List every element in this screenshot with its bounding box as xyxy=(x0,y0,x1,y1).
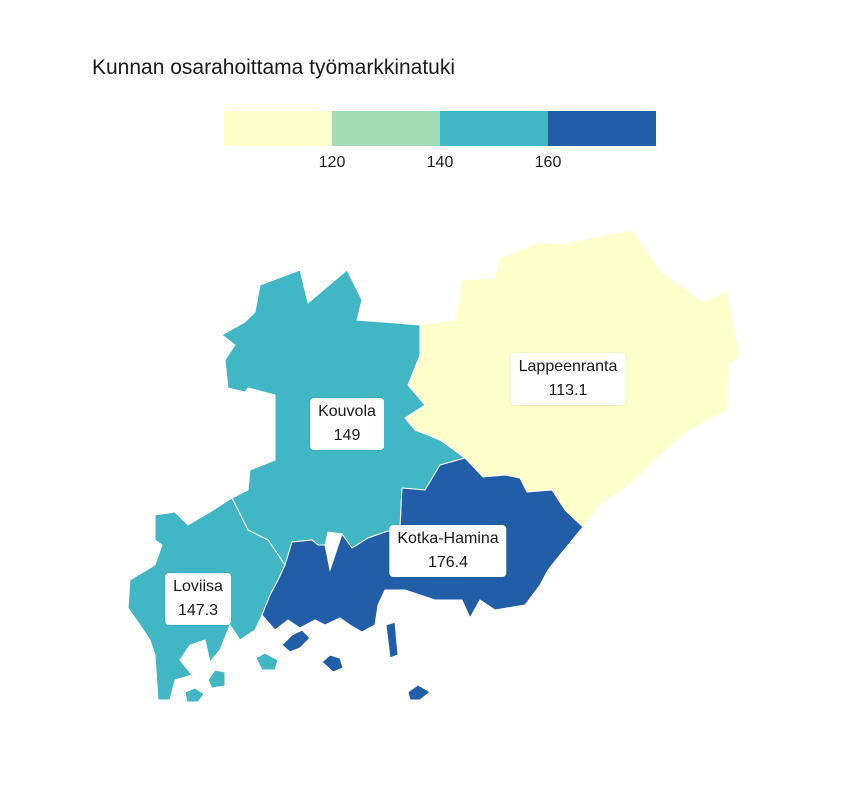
region-label-kotka-hamina-value: 176.4 xyxy=(427,554,469,571)
color-legend: 120 140 160 xyxy=(224,111,656,181)
region-label-loviisa-value: 147.3 xyxy=(177,602,219,619)
region-kotka-hamina-island-1 xyxy=(281,629,311,653)
legend-tick-140: 140 xyxy=(426,154,454,171)
region-kotka-hamina-island-2 xyxy=(321,654,344,673)
legend-swatch-4 xyxy=(548,111,656,146)
legend-swatch-2 xyxy=(332,111,440,146)
region-label-lappeenranta-name: Lappeenranta xyxy=(518,358,618,375)
region-loviisa-island-3 xyxy=(184,687,205,703)
region-label-kotka-hamina: Kotka-Hamina 176.4 xyxy=(389,525,507,577)
region-label-loviisa-name: Loviisa xyxy=(173,578,223,595)
chart-title: Kunnan osarahoittama työmarkkinatuki xyxy=(92,56,456,79)
region-label-kouvola: Kouvola 149 xyxy=(310,398,384,450)
legend-tick-160: 160 xyxy=(534,154,562,171)
region-label-loviisa: Loviisa 147.3 xyxy=(165,573,231,625)
region-label-lappeenranta-value: 113.1 xyxy=(548,382,588,399)
region-label-lappeenranta: Lappeenranta 113.1 xyxy=(510,353,626,405)
legend-swatch-1 xyxy=(224,111,332,146)
region-loviisa-island-2 xyxy=(207,669,226,689)
region-kotka-hamina-island-3 xyxy=(385,621,399,659)
region-label-kouvola-name: Kouvola xyxy=(318,403,376,420)
region-loviisa-island-1 xyxy=(255,652,279,671)
legend-swatch-3 xyxy=(440,111,548,146)
region-label-kouvola-value: 149 xyxy=(333,427,361,444)
legend-tick-120: 120 xyxy=(318,154,346,171)
region-kotka-hamina-island-4 xyxy=(407,684,431,701)
region-label-kotka-hamina-name: Kotka-Hamina xyxy=(397,530,499,547)
